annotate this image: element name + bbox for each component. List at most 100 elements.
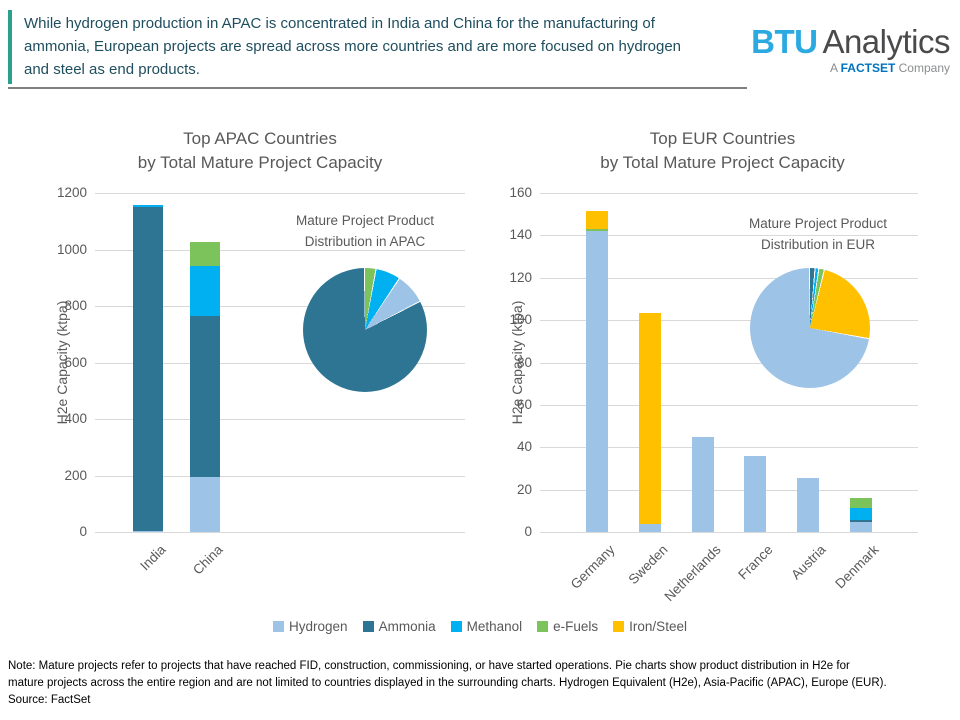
apac-pie-chart: [303, 268, 427, 392]
bar-Denmark: [850, 498, 872, 532]
tagline-prefix: A: [829, 61, 838, 75]
source-line: Source: FactSet: [8, 694, 91, 706]
title-line: Mature Project Product: [295, 213, 435, 228]
legend-swatch: [450, 621, 462, 632]
logo-wordmark: BTU Analytics: [751, 24, 950, 60]
y-tick-label: 800: [64, 298, 87, 313]
bar-France: [744, 455, 767, 532]
legend-item-Iron/Steel: Iron/Steel: [613, 619, 687, 634]
bar-segment-Methanol: [133, 205, 163, 208]
apac-pie-title: Mature Project Product Distribution in A…: [215, 210, 515, 252]
legend-swatch: [362, 621, 374, 632]
y-tick-label: 400: [64, 411, 87, 426]
y-tick-label: 140: [509, 227, 532, 243]
eur-pie-title: Mature Project Product Distribution in E…: [668, 213, 960, 255]
tagline-suffix: Company: [898, 61, 950, 75]
bar-Netherlands: [691, 436, 714, 532]
title-line: Top EUR Countries: [649, 129, 796, 148]
gridline: [95, 475, 465, 477]
bar-segment-Hydrogen: [744, 455, 767, 532]
title-line: Distribution in EUR: [760, 237, 876, 252]
legend-label: e-Fuels: [553, 619, 599, 634]
bar-segment-e-Fuels: [190, 242, 220, 267]
gridline: [95, 249, 465, 251]
bar-segment-Hydrogen: [691, 436, 714, 532]
bar-Sweden: [638, 312, 661, 532]
apac-chart-title: Top APAC Countries by Total Mature Proje…: [40, 127, 480, 175]
bar-segment-Hydrogen: [586, 231, 608, 532]
gridline: [95, 362, 465, 364]
bar-segment-Ammonia: [850, 520, 872, 523]
gridline: [540, 320, 918, 322]
bar-segment-Ammonia: [190, 315, 220, 477]
footnote: Note: Mature projects refer to projects …: [8, 658, 956, 709]
legend-label: Methanol: [466, 619, 523, 634]
legend-label: Iron/Steel: [629, 619, 687, 634]
logo-analytics-text: Analytics: [822, 23, 950, 60]
gridline: [95, 193, 465, 194]
legend-swatch: [613, 621, 625, 632]
gridline: [540, 277, 918, 279]
bar-segment-Hydrogen: [190, 476, 220, 532]
logo-tagline: A FACTSET Company: [751, 61, 950, 75]
logo-btu-text: BTU: [751, 23, 818, 60]
gridline: [540, 362, 918, 364]
y-tick-label: 160: [509, 185, 532, 200]
summary-line: and steel as end products.: [24, 61, 200, 78]
bar-segment-Iron/Steel: [638, 312, 661, 524]
tagline-factset: FACTSET: [840, 61, 896, 75]
bar-China: [190, 242, 220, 532]
y-tick-label: 120: [509, 269, 532, 285]
eur-plot-area: 0 20 40 60 80 100 120 140 160 Germany Sweden Nether…: [509, 185, 918, 604]
title-line: Distribution in APAC: [304, 234, 426, 249]
y-tick-label: 60: [516, 396, 532, 412]
bar-segment-e-Fuels: [586, 229, 608, 232]
bar-India: [133, 205, 163, 532]
title-line: Top APAC Countries: [183, 129, 337, 148]
y-tick-label: 80: [516, 354, 532, 370]
y-tick-label: 1000: [56, 241, 87, 257]
legend-label: Hydrogen: [289, 619, 348, 634]
legend-item-Methanol: Methanol: [450, 619, 523, 634]
bar-Austria: [797, 477, 820, 532]
y-tick-label: 0: [79, 524, 87, 539]
gridline: [95, 419, 465, 420]
bar-Germany: [586, 211, 608, 532]
eur-pie-chart: [750, 268, 870, 388]
title-line: Mature Project Product: [748, 216, 888, 231]
gridline: [95, 532, 465, 533]
bar-segment-Methanol: [850, 507, 872, 521]
bar-segment-Ammonia: [133, 207, 163, 531]
note-line: Note: Mature projects refer to projects …: [8, 660, 850, 672]
bar-segment-Iron/Steel: [586, 211, 608, 230]
legend-item-Ammonia: Ammonia: [362, 619, 436, 634]
bar-segment-Hydrogen: [133, 530, 163, 532]
header-divider: [8, 87, 747, 89]
bar-segment-Hydrogen: [797, 477, 820, 532]
gridline: [540, 532, 918, 533]
legend-swatch: [273, 621, 285, 632]
bar-segment-Hydrogen: [850, 522, 872, 532]
y-tick-label: 600: [64, 354, 87, 370]
note-line: mature projects across the entire region…: [8, 677, 887, 689]
gridline: [95, 306, 465, 307]
bar-segment-Methanol: [190, 266, 220, 316]
gridline: [540, 193, 918, 194]
legend-item-e-Fuels: e-Fuels: [537, 619, 598, 634]
summary-line: ammonia, European projects are spread ac…: [24, 38, 682, 55]
apac-plot-area: 0 200 400 600 800 1000 1200 India China: [57, 185, 465, 578]
y-tick-label: 200: [64, 467, 87, 483]
gridline: [540, 489, 918, 491]
title-line: by Total Mature Project Capacity: [137, 153, 383, 172]
legend-label: Ammonia: [378, 619, 436, 634]
y-tick-label: 0: [524, 524, 532, 539]
bar-segment-e-Fuels: [850, 498, 872, 508]
y-tick-label: 20: [516, 481, 532, 497]
gridline: [540, 447, 918, 449]
y-tick-label: 40: [516, 439, 532, 455]
title-line: by Total Mature Project Capacity: [600, 153, 845, 172]
eur-bar-chart: Top EUR Countries by Total Mature Projec…: [495, 125, 950, 620]
header-accent-bar: [8, 10, 12, 84]
legend-swatch: [537, 621, 549, 632]
